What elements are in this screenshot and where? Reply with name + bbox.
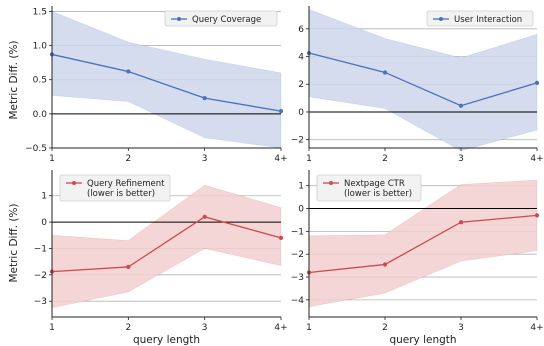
x-tick-label: 1 [49,154,55,164]
x-tick-label: 4+ [274,154,287,164]
y-tick-label: 0 [298,108,304,118]
data-point [382,262,388,267]
y-tick-label: 1.0 [33,42,48,52]
legend-box [59,174,171,202]
y-tick-label: 4 [298,53,304,63]
x-axis-label: query length [389,334,456,346]
y-tick-label: 0.5 [33,76,47,86]
y-tick-label: −2 [291,250,304,260]
x-tick-label: 3 [202,154,208,164]
legend-marker [72,181,76,185]
y-tick-label: −2 [34,271,47,281]
legend-label: Query Refinement (lower is better) [87,179,165,199]
series-line [308,214,538,274]
legend-marker [439,17,443,21]
legend-box [164,10,278,27]
y-tick-label: −4 [291,296,305,306]
y-tick-label: −2 [291,136,304,146]
confidence-band [308,8,538,152]
data-point [202,214,207,219]
y-tick-label: −1 [34,244,47,254]
y-tick-label: −3 [291,273,304,283]
x-tick-label: 2 [382,323,388,333]
data-point [382,70,388,75]
legend: Query Refinement (lower is better) [59,174,171,202]
chart-panel-3: −3 −2 −1 0 1 1 2 3 4+ query length Metric Diff. (%… [8,170,288,346]
y-tick-label: 0 [41,218,47,228]
y-tick-label: 2 [298,80,304,90]
x-tick-label: 4+ [530,154,543,164]
legend-marker [177,17,181,21]
legend-box [426,10,534,27]
legend: User Interaction [426,10,534,27]
data-point [534,213,540,218]
x-tick-label: 4+ [274,323,287,333]
legend-label: User Interaction [454,15,522,25]
legend-box [316,174,422,202]
y-tick-label: 6 [298,25,304,35]
y-axis-label: Metric Diff. (%) [8,203,20,282]
y-tick-label: 0.0 [33,110,48,120]
legend-label: Nextpage CTR (lower is better) [344,179,412,199]
confidence-band [51,10,282,149]
x-tick-label: 3 [202,323,208,333]
data-point [278,109,284,114]
data-point [126,69,131,74]
x-tick-label: 2 [125,323,131,333]
series-line [51,53,282,112]
x-tick-label: 2 [382,154,388,164]
legend-label: Query Coverage [192,15,261,25]
y-tick-label: −3 [34,297,47,307]
y-tick-label: 1 [41,192,47,202]
y-tick-label: −1 [291,227,304,237]
x-tick-label: 1 [49,323,55,333]
data-point [278,235,284,241]
y-tick-label: 1 [298,182,304,192]
data-point [458,103,464,108]
series-line [308,52,538,107]
x-tick-label: 1 [306,323,312,333]
x-tick-label: 1 [306,154,312,164]
chart-panel-1: −0.5 0.0 0.5 1.0 1.5 1 2 3 4+ Metric Diff. (%) Que… [8,6,288,164]
chart-panel-4: −4 −3 −2 −1 0 1 1 2 3 4+ query length Nextpage CTR(… [291,170,544,346]
legend: Nextpage CTR (lower is better) [316,174,422,202]
x-tick-label: 3 [458,323,464,333]
y-tick-label: 0 [298,205,304,215]
data-point [534,80,540,85]
legend: Query Coverage [164,10,278,27]
data-point [202,96,207,101]
data-point [126,264,131,270]
series-line [51,216,282,273]
legend-marker [329,181,333,185]
confidence-band [51,184,282,309]
x-tick-label: 4+ [530,323,543,333]
y-tick-label: 1.5 [33,7,47,17]
chart-panel-2: −2 0 2 4 6 1 2 3 4+ User Interaction [291,6,544,164]
x-axis-label: query length [133,334,200,346]
data-point [458,220,464,225]
y-tick-label: −0.5 [25,144,47,154]
x-tick-label: 3 [458,154,464,164]
y-axis-label: Metric Diff. (%) [8,40,20,119]
x-tick-label: 2 [125,154,131,164]
